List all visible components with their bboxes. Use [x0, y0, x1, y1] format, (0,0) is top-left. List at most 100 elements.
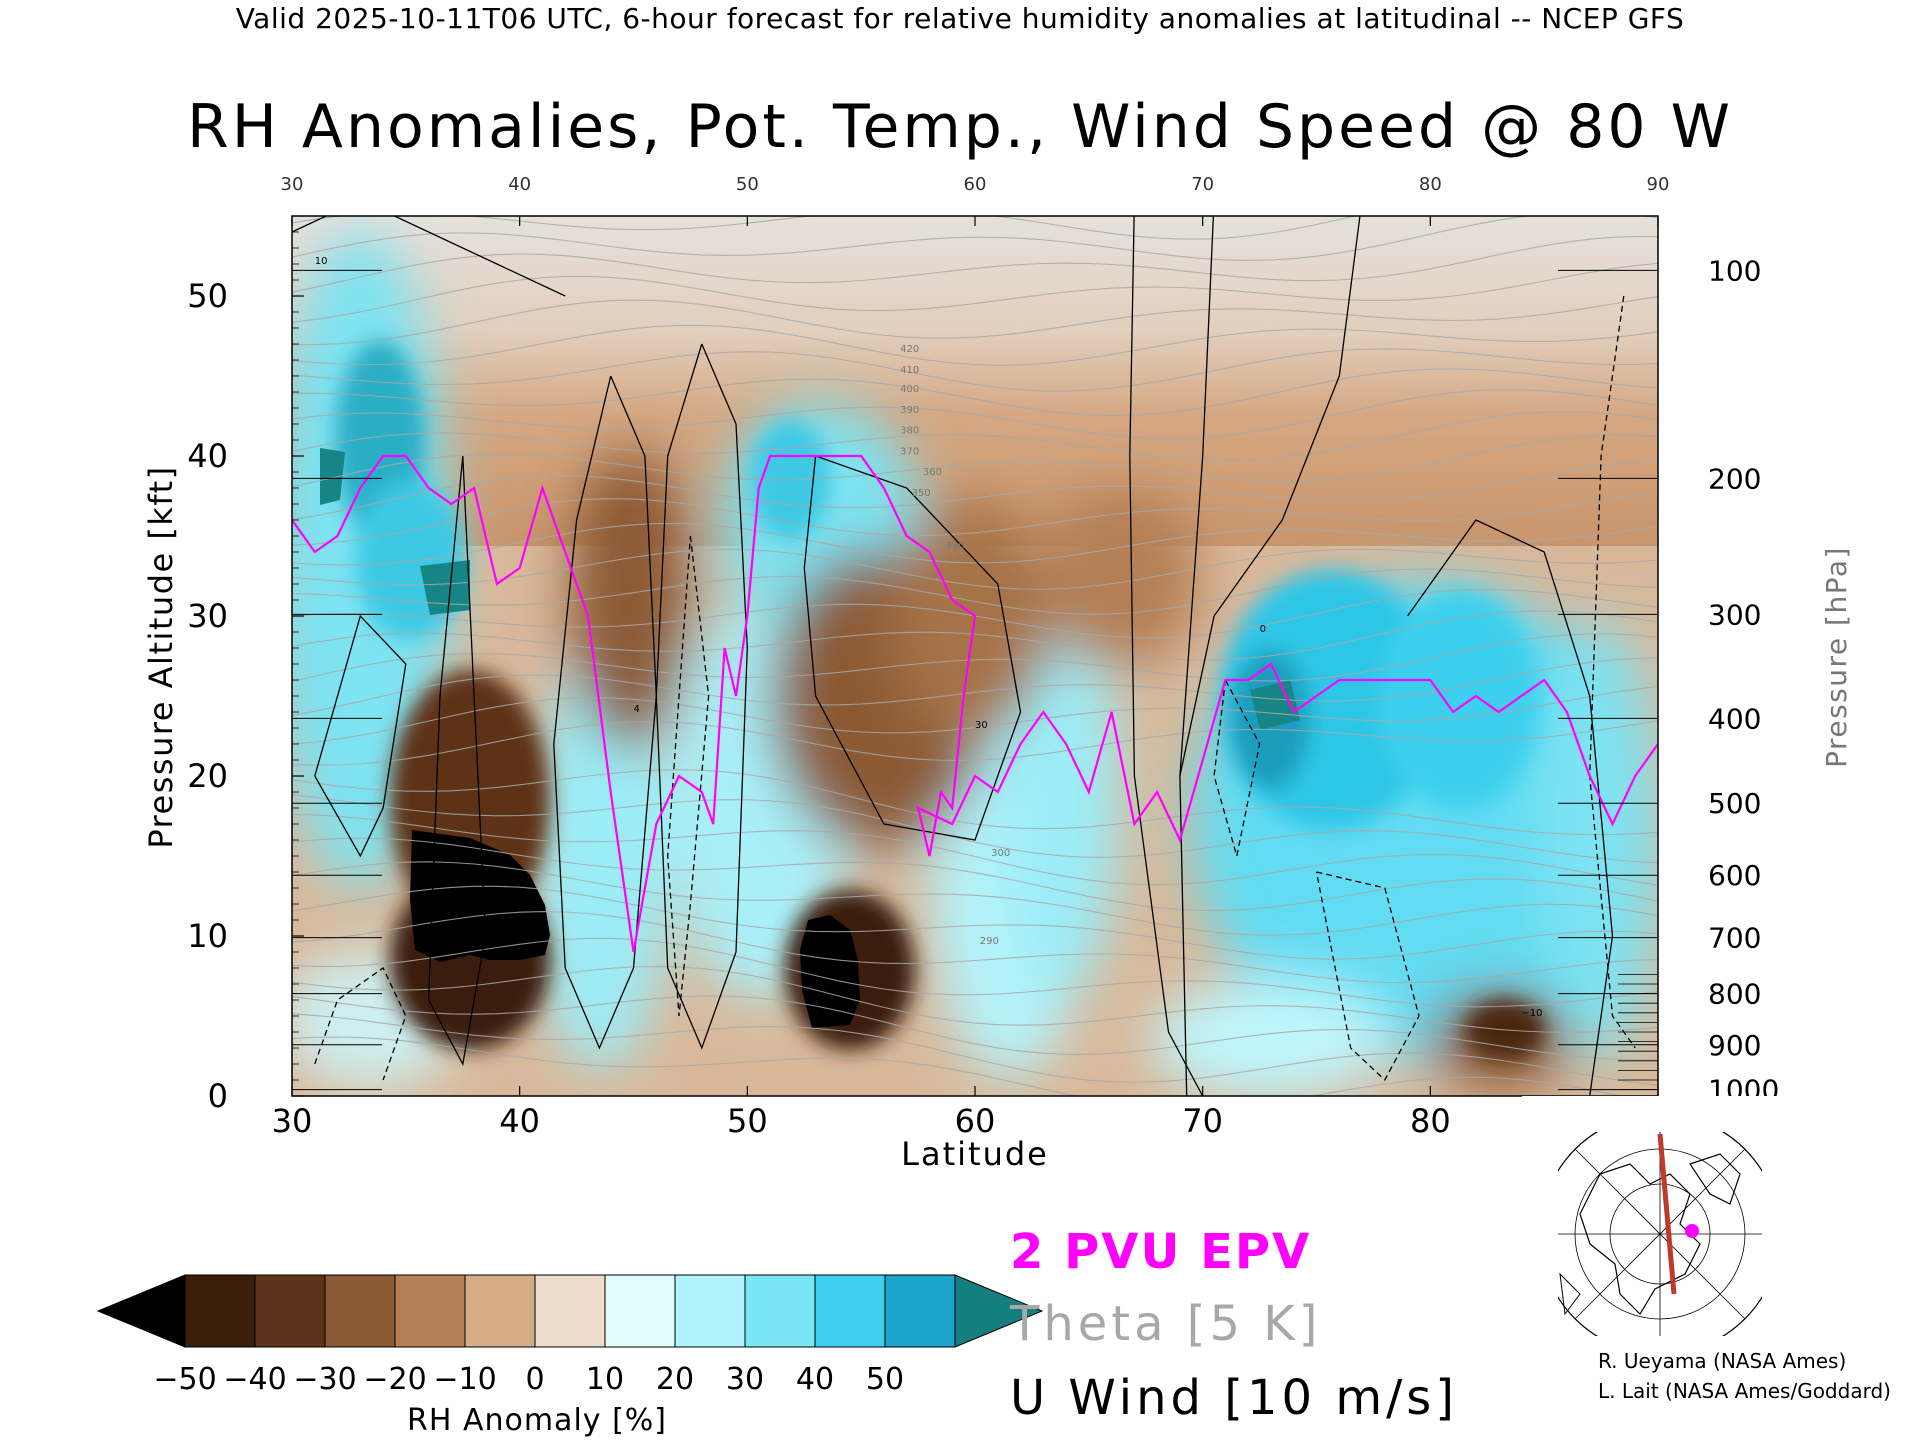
x-tick-label-top: 80: [1419, 174, 1442, 195]
u-wind-contour: [1129, 216, 1204, 1096]
wind-contour-label: 30: [975, 720, 988, 731]
theta-contours: [292, 216, 1658, 1096]
x-tick-label-top: 40: [508, 174, 531, 195]
theta-contour: [292, 813, 1658, 886]
colorbar-swatch: [254, 1274, 326, 1348]
rh-anomaly-field: [292, 216, 1658, 1096]
x-tick-label: 40: [499, 1102, 540, 1140]
theta-contour: [292, 769, 1658, 836]
pressure-tick-label: 400: [1708, 702, 1761, 735]
theta-contour-label: 360: [923, 467, 942, 478]
x-tick-label-top: 90: [1647, 174, 1670, 195]
theta-contour: [292, 885, 1658, 960]
colorbar-swatch: [534, 1274, 606, 1348]
colorbar-tick-label: 20: [656, 1362, 694, 1397]
y-tick-label: 10: [187, 917, 228, 955]
theta-contour: [292, 262, 1658, 323]
x-axis-label: Latitude: [901, 1135, 1049, 1173]
theta-contour: [292, 633, 1658, 682]
u-wind-contour: [314, 967, 407, 1081]
theta-contour-label: 410: [900, 365, 919, 376]
theta-contour-label: 300: [991, 848, 1010, 859]
theta-contour: [292, 837, 1658, 911]
theta-contour: [292, 965, 1658, 1033]
theta-contour: [292, 548, 1658, 590]
colorbar-tick-label: −50: [153, 1362, 216, 1397]
credit-ueyama: R. Ueyama (NASA Ames): [1598, 1349, 1847, 1373]
y-axis-label-left: Pressure Altitude [kft]: [142, 465, 180, 848]
colorbar-swatch: [604, 1274, 676, 1348]
colorbar-tick-label: −30: [293, 1362, 356, 1397]
colorbar-swatch: [674, 1274, 746, 1348]
colorbar-swatch: [744, 1274, 816, 1348]
y-tick-label: 0: [208, 1077, 228, 1115]
wind-contour-label: 0: [1260, 624, 1266, 635]
colorbar-swatch: [394, 1274, 466, 1348]
colorbar-tick-label: −20: [363, 1362, 426, 1397]
theta-contour: [292, 1036, 1625, 1096]
theta-contour: [292, 568, 1658, 615]
theta-contour: [292, 490, 1658, 546]
colorbar-swatch: [464, 1274, 536, 1348]
x-tick-label: 70: [1182, 1102, 1223, 1140]
colorbar-tick-label: 50: [866, 1362, 904, 1397]
colorbar-tick-label: 40: [796, 1362, 834, 1397]
colorbar-tick-label: 30: [726, 1362, 764, 1397]
colorbar: −50 −40 −30 −20 −10 0 10 20 30 40 50: [96, 1274, 1044, 1397]
epv-2pvu-line: [292, 454, 1658, 953]
theta-contour-label: 400: [900, 384, 919, 395]
theta-contour-label: 350: [911, 488, 930, 499]
y-axis-label-right: Pressure [hPa]: [1820, 546, 1853, 768]
theta-contour: [292, 296, 1658, 346]
legend-theta: Theta [5 K]: [1010, 1296, 1322, 1352]
x-tick-label: 50: [727, 1102, 768, 1140]
x-tick-label: 30: [272, 1102, 313, 1140]
theta-contour: [292, 685, 1658, 745]
colorbar-tick-label: −10: [433, 1362, 496, 1397]
colorbar-label: RH Anomaly [%]: [407, 1403, 667, 1438]
y-tick-label: 30: [187, 597, 228, 635]
u-wind-contours: [292, 216, 1636, 1096]
theta-contour: [292, 911, 1658, 984]
u-wind-contour: [655, 343, 748, 1050]
theta-contour: [292, 459, 1658, 520]
x-tick-label: 60: [955, 1102, 996, 1140]
pressure-tick-label: 900: [1708, 1029, 1761, 1062]
forecast-header: Valid 2025-10-11T06 UTC, 6-hour forecast…: [235, 2, 1685, 35]
u-wind-contour: [1179, 216, 1215, 1096]
theta-contour: [292, 861, 1658, 936]
y-axis-ticks: 0 10 20 30 40 50: [187, 231, 382, 1115]
x-tick-label: 80: [1410, 1102, 1451, 1140]
pressure-tick-label: 100: [1708, 254, 1761, 287]
y-tick-label: 40: [187, 437, 228, 475]
wind-contour-label: 4: [634, 704, 640, 715]
theta-contour: [292, 995, 1658, 1061]
theta-contour-label: 370: [900, 446, 919, 457]
x-tick-label-top: 70: [1191, 174, 1214, 195]
u-wind-contour: [292, 216, 566, 297]
colorbar-tick-label: 10: [586, 1362, 624, 1397]
wind-contour-label: 10: [315, 256, 328, 267]
theta-contour: [292, 235, 1658, 293]
theta-contour: [292, 937, 1658, 1008]
u-wind-contour: [427, 455, 487, 1066]
pressure-tick-label: 700: [1708, 922, 1761, 955]
u-wind-contour: [1179, 216, 1361, 777]
u-wind-contour: [1407, 519, 1614, 1096]
y-tick-label: 50: [187, 277, 228, 315]
colorbar-tick-label: 0: [525, 1362, 544, 1397]
theta-contour: [292, 1013, 1658, 1086]
theta-contour: [292, 389, 1658, 440]
theta-contour: [292, 368, 1658, 417]
theta-contour-label: 420: [900, 344, 919, 355]
theta-contour: [292, 434, 1658, 488]
legend-wind: U Wind [10 m/s]: [1010, 1370, 1459, 1426]
pressure-tick-label: 500: [1708, 787, 1761, 820]
x-tick-label-top: 60: [964, 174, 987, 195]
theta-contour-labels: 420 410 400 390 380 370 360 350 330 300 290: [900, 344, 1010, 947]
u-wind-contour: [314, 614, 407, 858]
theta-contour: [292, 610, 1658, 661]
colorbar-swatch: [184, 1274, 256, 1348]
x-tick-label-top: 50: [736, 174, 759, 195]
